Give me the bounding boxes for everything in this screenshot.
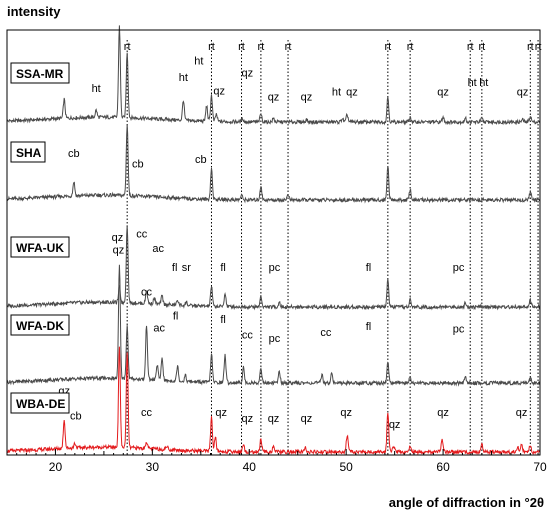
peak-label-qz: qz (113, 244, 125, 256)
rt-label: rt (258, 41, 265, 53)
sample-label-wfa-dk: WFA-DK (10, 314, 70, 336)
peak-label-qz: qz (437, 407, 449, 419)
peak-label-pc: pc (453, 262, 465, 274)
peak-label-qz: qz (389, 419, 401, 431)
sample-label-wba-de: WBA-DE (10, 392, 70, 414)
sample-labels: SSA-MR SHA WFA-UK WFA-DK WBA-DE (10, 62, 70, 414)
plot-frame (6, 29, 541, 456)
x-tick-label: 60 (436, 460, 450, 474)
peak-label-pc: pc (269, 333, 281, 345)
peak-label-cb: cb (132, 159, 144, 171)
peak-label-cc: cc (136, 228, 148, 240)
peak-label-fl: fl (220, 262, 226, 274)
peak-label-qz: qz (58, 385, 70, 397)
peak-label-cc: cc (320, 327, 332, 339)
peak-label-cb: cb (68, 148, 80, 160)
rt-label: rt (285, 41, 292, 53)
x-tick-label: 20 (49, 460, 63, 474)
peak-label-pc: pc (269, 262, 281, 274)
peak-label-ac: ac (152, 243, 164, 255)
peak-label-ht: ht (468, 77, 477, 89)
peak-label-fl: fl (220, 314, 226, 326)
peak-label-qz: qz (340, 407, 352, 419)
peak-label-qz: qz (242, 413, 254, 425)
peak-label-ht: ht (479, 77, 488, 89)
sample-label-wfa-uk: WFA-UK (10, 236, 70, 258)
peak-label-sr: sr (182, 262, 192, 274)
x-axis: 20 30 40 50 60 70 (6, 449, 547, 474)
sample-label-box (10, 236, 70, 258)
peak-label-qz: qz (516, 407, 528, 419)
sample-label-box (10, 141, 46, 163)
peak-label-fl: fl (172, 262, 178, 274)
sample-label-text: SSA-MR (16, 67, 64, 81)
rt-label: rt (478, 41, 485, 53)
peak-label-cb: cb (70, 411, 82, 423)
x-axis-title: angle of diffraction in °2θ (389, 495, 544, 510)
peak-label-cc: cc (141, 407, 153, 419)
peak-label-qz: qz (215, 407, 227, 419)
peak-label-qz: qz (301, 91, 313, 103)
trace-wfa-uk (6, 225, 541, 311)
reference-lines: rt rt rt rt rt rt rt rt rt rt rt (124, 40, 542, 455)
peak-label-cb: cb (195, 154, 207, 166)
peak-label-ht: ht (179, 72, 188, 84)
y-axis-title: intensity (7, 4, 61, 19)
peak-label-cc: cc (242, 330, 254, 342)
x-tick-label: 30 (146, 460, 160, 474)
peak-label-qz: qz (242, 67, 254, 79)
peak-label-qz: qz (268, 91, 280, 103)
rt-label: rt (208, 41, 215, 53)
rt-label: rt (238, 41, 245, 53)
sample-label-text: WFA-UK (16, 241, 64, 255)
sample-label-text: SHA (16, 146, 42, 160)
peak-label-qz: qz (517, 87, 529, 99)
trace-ssa-mr (6, 25, 541, 126)
sample-label-text: WFA-DK (16, 319, 64, 333)
x-tick-label: 70 (533, 460, 547, 474)
rt-label: rt (124, 41, 131, 53)
peak-label-cc: cc (141, 286, 153, 298)
trace-wfa-dk (6, 264, 541, 387)
peak-label-fl: fl (366, 321, 372, 333)
diffraction-traces (6, 25, 541, 456)
peak-label-qz: qz (213, 85, 225, 97)
peak-labels: qzhtqzrththtqzqzqzqzhtqzqzhthtqzcbcbcbqz… (58, 55, 529, 431)
x-tick-label: 50 (340, 460, 354, 474)
trace-wba-de (6, 346, 541, 456)
sample-label-box (10, 314, 70, 336)
peak-label-qz: qz (346, 87, 358, 99)
peak-label-qz: qz (268, 413, 280, 425)
peak-label-qz: qz (112, 232, 124, 244)
peak-label-qz: qz (437, 87, 449, 99)
sample-label-box (10, 62, 70, 84)
peak-label-ac: ac (153, 322, 165, 334)
peak-label-ht: ht (92, 83, 101, 95)
peak-label-ht: ht (332, 87, 341, 99)
sample-label-ssa-mr: SSA-MR (10, 62, 70, 84)
rt-label: rt (384, 41, 391, 53)
sample-label-sha: SHA (10, 141, 46, 163)
x-tick-label: 40 (243, 460, 257, 474)
peak-label-pc: pc (453, 324, 465, 336)
sample-label-box (10, 392, 70, 414)
rt-label: rt (467, 41, 474, 53)
rt-label: rt (407, 41, 414, 53)
rt-label: rt (535, 41, 542, 53)
sample-label-text: WBA-DE (16, 397, 65, 411)
peak-label-fl: fl (366, 262, 372, 274)
peak-label-ht: ht (194, 55, 203, 67)
peak-label-fl: fl (173, 310, 179, 322)
trace-sha (6, 124, 541, 204)
peak-label-qz: qz (301, 413, 313, 425)
rt-label: rt (527, 41, 534, 53)
